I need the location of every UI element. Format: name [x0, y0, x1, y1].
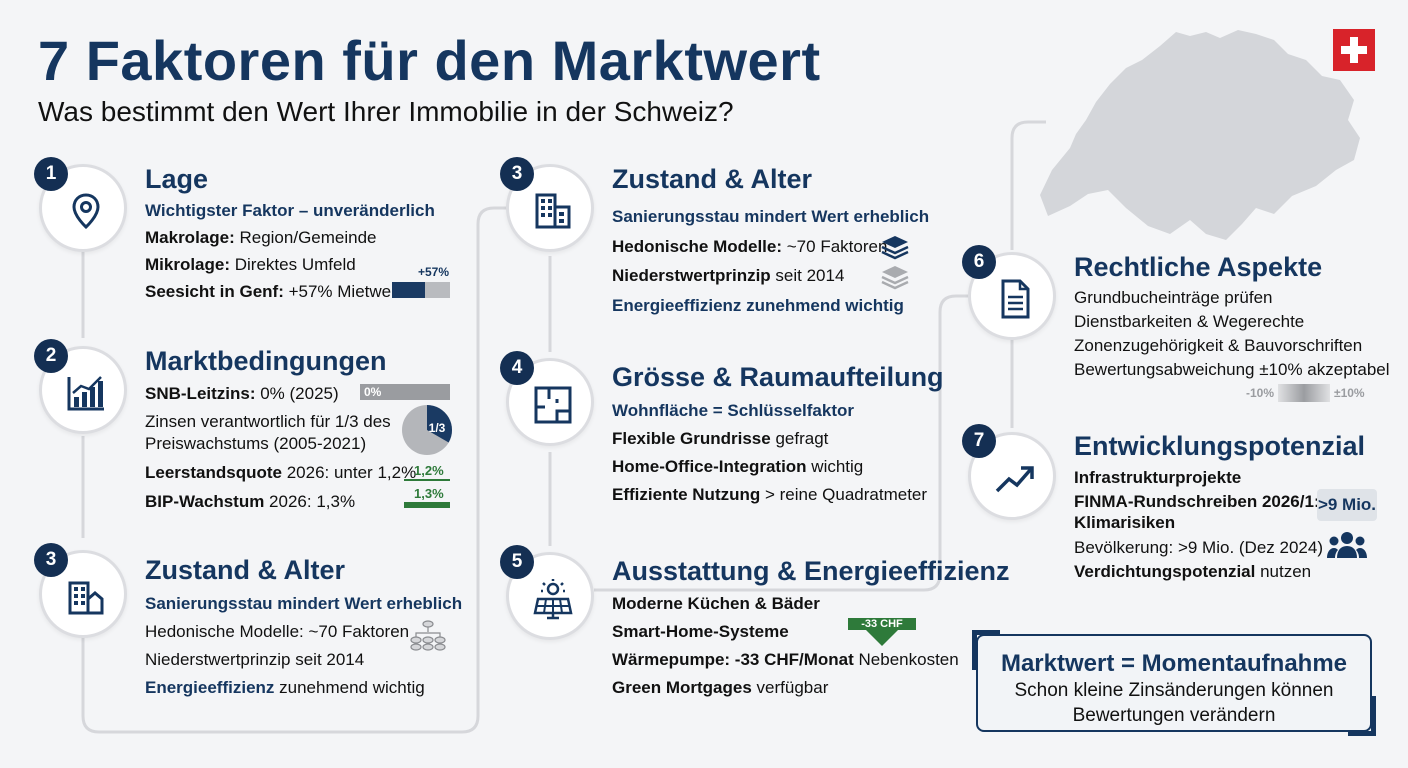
buildings-icon [535, 193, 571, 229]
factor-line: Energieeffizienz zunehmend wichtig [145, 678, 425, 697]
factor-subtitle: Sanierungsstau mindert Wert erheblich [612, 207, 930, 226]
factor-number-badge: 5 [500, 545, 534, 579]
factor-line: Verdichtungspotenzial nutzen [1074, 562, 1312, 581]
factor-line: Moderne Küchen & Bäder [612, 594, 820, 613]
mietwert-bar [392, 282, 450, 298]
buildings-icon [68, 581, 104, 615]
savings-label: -33 CHF [861, 618, 903, 630]
callout-corner [972, 630, 1000, 635]
factor-number-badge: 6 [962, 245, 996, 279]
factor-line: FINMA-Rundschreiben 2026/1: [1074, 492, 1320, 511]
factor-line: Preiswachstums (2005-2021) [145, 434, 367, 453]
factor-number-badge: 4 [500, 351, 534, 385]
zustand-icon-circle [506, 164, 594, 252]
range-min-label: -10% [1246, 386, 1275, 400]
factor-line: Grundbucheinträge prüfen [1074, 288, 1273, 307]
document-icon [1001, 279, 1030, 319]
factor-line: Home-Office-Integration wichtig [612, 457, 864, 476]
leitzins-bar: 0% [360, 384, 450, 400]
one-third-pie: 1/3 [402, 405, 452, 455]
factor-line: Hedonische Modelle: ~70 Faktoren [145, 622, 410, 641]
factor-title: Entwicklungspotenzial [1074, 431, 1366, 461]
solar-panel-icon [533, 579, 573, 620]
factor-line: Niederstwertprinzip seit 2014 [145, 650, 365, 669]
factor-line: Wärmepumpe: -33 CHF/Monat Nebenkosten [612, 650, 959, 669]
factor-line: Makrolage: Region/Gemeinde [145, 228, 377, 247]
factor-number-badge: 2 [34, 339, 68, 373]
factor-line: Dienstbarkeiten & Wegerechte [1074, 312, 1305, 331]
callout-line: Bewertungen verändern [1072, 705, 1276, 726]
factor-title: Grösse & Raumaufteilung [612, 362, 944, 392]
factor-line: Infrastrukturprojekte [1074, 468, 1242, 487]
factor-title: Zustand & Alter [145, 555, 346, 585]
callout-line: Schon kleine Zinsänderungen können [1014, 680, 1334, 701]
arrow-down-icon: -33 CHF [848, 618, 916, 646]
factor-line: Effiziente Nutzung > reine Quadratmeter [612, 485, 928, 504]
factor-title: Lage [145, 164, 209, 194]
trend-up-arrow-icon [995, 466, 1034, 493]
factor-line: SNB-Leitzins: 0% (2025) [145, 384, 339, 403]
summary-callout: Marktwert = Momentaufnahme Schon kleine … [976, 634, 1372, 732]
range-max-label: ±10% [1334, 386, 1365, 400]
factor-line: Niederstwertprinzip seit 2014 [612, 266, 845, 285]
coin-stack-icon [410, 620, 446, 651]
factor-line: Zinsen verantwortlich für 1/3 des [145, 412, 391, 431]
factor-subtitle: Wohnfläche = Schlüsselfaktor [612, 401, 855, 420]
gdp-line [404, 502, 450, 508]
population-badge: >9 Mio. [1317, 489, 1377, 521]
factor-title: Zustand & Alter [612, 164, 813, 194]
factor-number-badge: 7 [962, 424, 996, 458]
factor-line: Mikrolage: Direktes Umfeld [145, 255, 356, 274]
factor-line: Zonenzugehörigkeit & Bauvorschriften [1074, 336, 1363, 355]
people-group-icon [1327, 532, 1367, 558]
switzerland-map-icon [1040, 30, 1360, 240]
factor-line: Flexible Grundrisse gefragt [612, 429, 829, 448]
layers-icon [881, 236, 909, 260]
factor-line: BIP-Wachstum 2026: 1,3% [145, 492, 356, 511]
factor-line: Seesicht in Genf: +57% Mietwert [145, 282, 402, 301]
value-label: 1,2% [414, 463, 444, 478]
mietwert-bar-fill [392, 282, 426, 298]
value-label: 1,3% [414, 486, 444, 501]
callout-corner [1371, 696, 1376, 736]
vacancy-line [404, 479, 450, 481]
factor-number-badge: 3 [34, 543, 68, 577]
layers-icon [881, 266, 909, 290]
factor-line: Bevölkerung: >9 Mio. (Dez 2024) [1074, 538, 1323, 557]
factor-line: Bewertungsabweichung ±10% akzeptabel [1074, 360, 1390, 379]
swiss-flag-icon [1333, 29, 1375, 71]
factor-line: Hedonische Modelle: ~70 Faktoren [612, 237, 888, 256]
factor-subtitle: Wichtigster Faktor – unveränderlich [145, 201, 435, 220]
factor-line: Energieeffizienz zunehmend wichtig [612, 296, 904, 315]
factor-line: Green Mortgages verfügbar [612, 678, 829, 697]
floor-plan-icon [534, 386, 572, 424]
value-label: 0% [364, 385, 382, 399]
factor-line: Smart-Home-Systeme [612, 622, 789, 641]
factor-number-badge: 3 [500, 157, 534, 191]
bar-chart-growth-icon [67, 376, 104, 411]
value-label: +57% [418, 265, 450, 279]
factor-line: Klimarisiken [1074, 513, 1176, 532]
factor-number-badge: 1 [34, 157, 68, 191]
callout-title: Marktwert = Momentaufnahme [1000, 650, 1348, 677]
factor-title: Ausstattung & Energieeffizienz [612, 556, 1010, 586]
pie-label: 1/3 [429, 421, 446, 435]
callout-corner [1348, 731, 1376, 736]
factor-title: Rechtliche Aspekte [1074, 252, 1323, 282]
page-title: 7 Faktoren für den Marktwert [38, 29, 821, 92]
factor-title: Marktbedingungen [145, 346, 387, 376]
tolerance-range-bar [1278, 384, 1330, 402]
location-pin-icon [72, 193, 100, 230]
factor-line: Leerstandsquote 2026: unter 1,2% [145, 463, 417, 482]
page-subtitle: Was bestimmt den Wert Ihrer Immobilie in… [38, 96, 734, 127]
callout-corner [972, 630, 977, 670]
factor-subtitle: Sanierungsstau mindert Wert erheblich [145, 594, 463, 613]
